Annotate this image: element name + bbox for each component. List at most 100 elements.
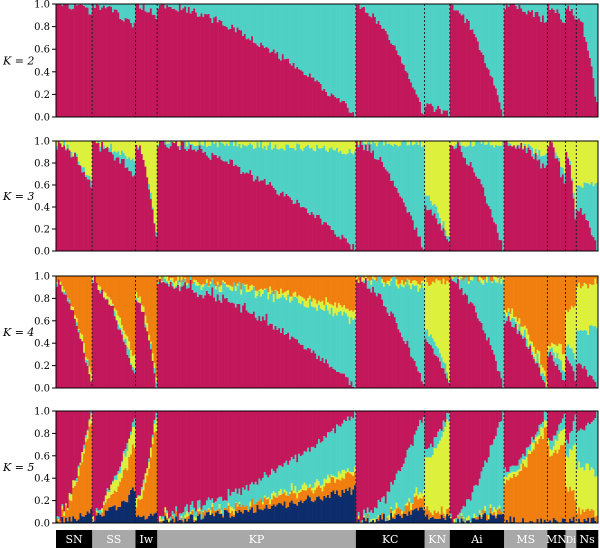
ancestry-bar-segment bbox=[269, 499, 272, 505]
ancestry-bar-segment bbox=[429, 4, 433, 104]
ancestry-bar-segment bbox=[532, 141, 536, 154]
ancestry-bar-segment bbox=[348, 141, 351, 149]
ancestry-bar-segment bbox=[500, 276, 503, 279]
ancestry-bar-segment bbox=[276, 148, 279, 195]
ancestry-bar-segment bbox=[308, 487, 312, 498]
ancestry-bar-segment bbox=[290, 199, 293, 251]
ancestry-bar-segment bbox=[307, 307, 310, 348]
ancestry-bar-segment bbox=[487, 457, 490, 516]
ancestry-bar-segment bbox=[310, 141, 313, 148]
ancestry-bar-segment bbox=[227, 276, 230, 285]
ancestry-bar-segment bbox=[189, 4, 192, 14]
ancestry-bar-segment bbox=[218, 4, 221, 20]
ancestry-bar-segment bbox=[233, 509, 236, 515]
ancestry-bar-segment bbox=[478, 276, 481, 281]
ancestry-bar-segment bbox=[332, 411, 335, 429]
ancestry-bar-segment bbox=[202, 145, 205, 153]
ancestry-bar-segment bbox=[498, 239, 501, 251]
ancestry-bar-segment bbox=[419, 492, 422, 499]
ancestry-bar-segment bbox=[484, 513, 487, 523]
ancestry-bar-segment bbox=[126, 411, 129, 444]
ancestry-bar-segment bbox=[68, 150, 71, 251]
ancestry-bar-segment bbox=[545, 386, 548, 388]
population-label: Ai bbox=[470, 533, 483, 546]
ancestry-bar-segment bbox=[280, 489, 283, 495]
ancestry-bar-segment bbox=[79, 338, 82, 388]
ancestry-bar-segment bbox=[68, 276, 71, 301]
ancestry-bar-segment bbox=[433, 518, 436, 523]
ancestry-bar-segment bbox=[137, 147, 140, 150]
ancestry-bar-segment bbox=[507, 315, 510, 388]
ancestry-bar-segment bbox=[578, 141, 581, 186]
ancestry-bar-segment bbox=[213, 297, 216, 388]
ancestry-bar-segment bbox=[243, 509, 246, 523]
ancestry-bar-segment bbox=[56, 145, 59, 150]
ancestry-bar-segment bbox=[496, 141, 499, 147]
ancestry-bar-segment bbox=[341, 423, 344, 471]
ancestry-bar-segment bbox=[327, 151, 330, 225]
ancestry-bar-segment bbox=[370, 519, 373, 522]
ancestry-bar-segment bbox=[449, 276, 452, 279]
ancestry-bar-segment bbox=[420, 493, 424, 499]
ancestry-bar-segment bbox=[308, 411, 312, 452]
ancestry-bar-segment bbox=[473, 305, 476, 388]
ancestry-bar-segment bbox=[354, 471, 357, 486]
ancestry-bar-segment bbox=[590, 141, 593, 183]
ancestry-bar-segment bbox=[560, 19, 563, 118]
ancestry-bar-segment bbox=[531, 141, 534, 148]
ancestry-bar-segment bbox=[480, 143, 483, 185]
ancestry-bar-segment bbox=[202, 141, 205, 146]
ancestry-bar-segment bbox=[496, 411, 499, 428]
ancestry-bar-segment bbox=[395, 187, 398, 251]
ancestry-bar-segment bbox=[352, 418, 355, 473]
ancestry-bar-segment bbox=[88, 420, 91, 427]
ancestry-bar-segment bbox=[402, 511, 405, 514]
ancestry-bar-segment bbox=[213, 276, 216, 285]
ancestry-bar-segment bbox=[439, 217, 442, 224]
ancestry-bar-segment bbox=[372, 278, 375, 287]
ancestry-bar-segment bbox=[345, 488, 348, 523]
ancestry-bar-segment bbox=[274, 497, 277, 507]
ancestry-bar-segment bbox=[281, 327, 284, 388]
ancestry-bar-segment bbox=[446, 508, 449, 514]
ancestry-bar-segment bbox=[348, 148, 351, 245]
ancestry-bar-segment bbox=[428, 519, 431, 523]
ancestry-bar-segment bbox=[330, 147, 333, 230]
ancestry-bar-segment bbox=[63, 291, 66, 295]
ancestry-bar-segment bbox=[231, 4, 234, 25]
ancestry-bar-segment bbox=[81, 276, 84, 335]
ancestry-bar-segment bbox=[133, 411, 136, 419]
ancestry-bar-segment bbox=[261, 148, 265, 181]
ancestry-bar-segment bbox=[411, 503, 415, 511]
ancestry-bar-segment bbox=[218, 508, 221, 514]
ancestry-bar-segment bbox=[476, 41, 480, 117]
ancestry-bar-segment bbox=[527, 10, 530, 118]
ancestry-bar-segment bbox=[527, 141, 530, 145]
ancestry-bar-segment bbox=[433, 341, 436, 355]
ancestry-bar-segment bbox=[231, 159, 234, 251]
ancestry-bar-segment bbox=[520, 333, 523, 336]
ancestry-bar-segment bbox=[592, 276, 595, 285]
ancestry-bar-segment bbox=[345, 276, 348, 309]
ancestry-bar-segment bbox=[316, 276, 319, 304]
ancestry-bar-segment bbox=[148, 189, 151, 251]
ancestry-bar-segment bbox=[321, 491, 324, 501]
ancestry-bar-segment bbox=[525, 467, 528, 523]
ancestry-bar-segment bbox=[182, 285, 185, 388]
ancestry-bar-segment bbox=[77, 332, 80, 388]
ancestry-bar-segment bbox=[500, 283, 503, 379]
ancestry-bar-segment bbox=[153, 513, 156, 523]
ancestry-bar-segment bbox=[157, 141, 160, 145]
ancestry-bar-segment bbox=[583, 411, 586, 431]
ancestry-bar-segment bbox=[390, 180, 393, 251]
ancestry-bar-segment bbox=[551, 450, 554, 456]
ancestry-bar-segment bbox=[462, 276, 465, 281]
ancestry-bar-segment bbox=[269, 504, 272, 509]
ancestry-bar-segment bbox=[480, 278, 483, 284]
ancestry-bar-segment bbox=[225, 26, 228, 117]
ancestry-bar-segment bbox=[370, 4, 373, 18]
ancestry-bar-segment bbox=[558, 141, 561, 158]
ancestry-bar-segment bbox=[435, 512, 438, 519]
ancestry-bar-segment bbox=[292, 411, 295, 460]
ancestry-bar-segment bbox=[345, 376, 348, 388]
